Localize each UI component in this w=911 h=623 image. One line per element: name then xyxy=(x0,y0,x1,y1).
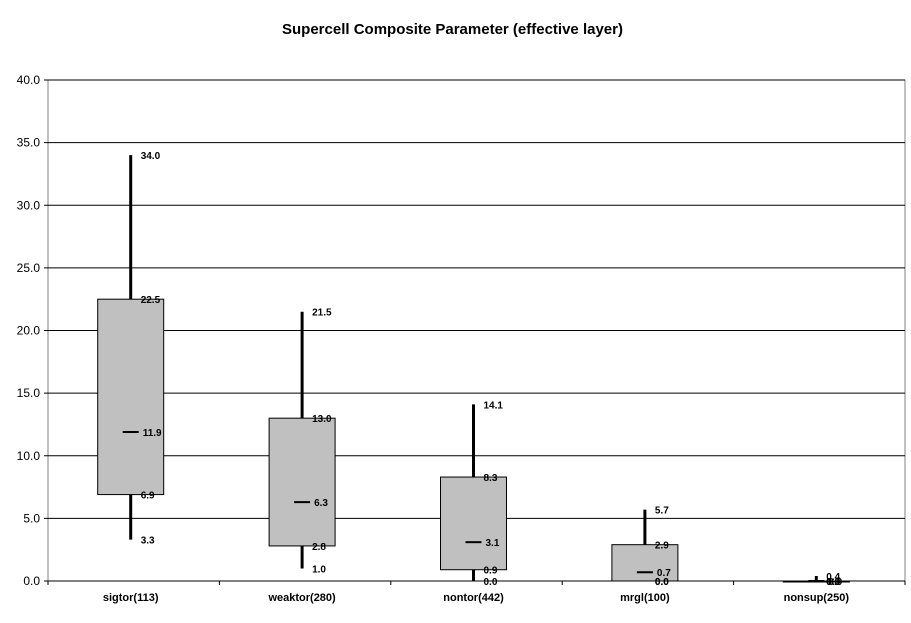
y-tick-label: 0.0 xyxy=(23,574,40,588)
q3-label: 22.5 xyxy=(141,295,161,306)
q1-label: 0.9 xyxy=(484,566,498,577)
min-label: 0.0 xyxy=(484,577,498,588)
min-label: 0.0 xyxy=(826,577,840,588)
median-label: 6.3 xyxy=(314,498,328,509)
q3-label: 8.3 xyxy=(484,473,498,484)
y-tick-label: 5.0 xyxy=(23,511,40,525)
min-label: 3.3 xyxy=(141,536,155,547)
x-tick-label: nonsup(250) xyxy=(784,592,850,604)
x-tick-label: mrgl(100) xyxy=(620,592,670,604)
q3-label: 0.0 xyxy=(826,577,840,588)
x-tick-label: sigtor(113) xyxy=(103,592,159,604)
x-tick-label: weaktor(280) xyxy=(267,592,336,604)
box xyxy=(440,476,507,571)
max-label: 5.7 xyxy=(655,506,669,517)
chart-title: Supercell Composite Parameter (effective… xyxy=(282,21,623,38)
q1-label: 6.9 xyxy=(141,491,155,502)
median-label: 3.1 xyxy=(486,538,500,549)
median-label: 11.9 xyxy=(143,428,162,439)
q3-label: 13.0 xyxy=(312,414,332,425)
q1-label: 2.8 xyxy=(312,542,326,553)
q3-label: 2.9 xyxy=(655,541,669,552)
max-label: 34.0 xyxy=(141,151,161,162)
max-label: 21.5 xyxy=(312,308,332,319)
q1-label: 0.0 xyxy=(655,577,669,588)
max-label: 14.1 xyxy=(484,400,504,411)
median-label: 0.7 xyxy=(657,568,671,579)
max-label: 0.4 xyxy=(826,572,840,583)
y-tick-label: 25.0 xyxy=(17,261,41,275)
y-tick-label: 20.0 xyxy=(17,324,41,338)
min-label: 1.0 xyxy=(312,564,326,575)
min-label: 0.0 xyxy=(655,577,669,588)
y-tick-label: 35.0 xyxy=(17,136,41,150)
y-tick-label: 30.0 xyxy=(17,198,41,212)
box xyxy=(611,544,679,582)
y-tick-label: 40.0 xyxy=(17,73,41,87)
x-tick-label: nontor(442) xyxy=(443,592,504,604)
box xyxy=(97,298,165,496)
box xyxy=(268,417,336,547)
q1-label: 0.0 xyxy=(826,577,840,588)
y-tick-label: 15.0 xyxy=(17,386,41,400)
y-tick-label: 10.0 xyxy=(17,449,41,463)
median-label: 0.0 xyxy=(828,577,842,588)
